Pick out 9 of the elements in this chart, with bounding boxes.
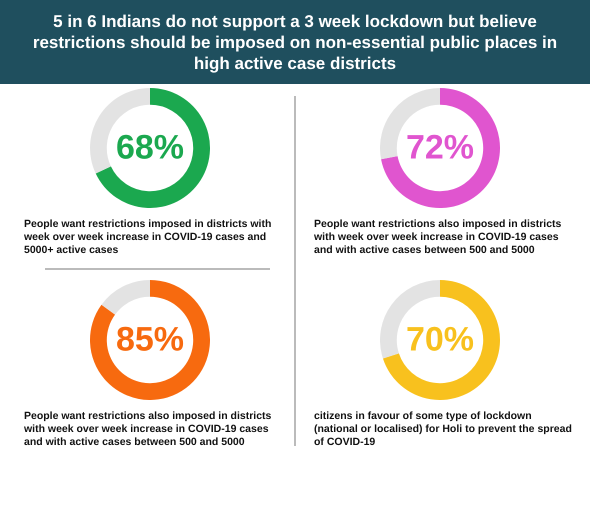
data-label: 85% — [116, 320, 184, 358]
text: 5 in 6 Indians do not support a 3 week lockdown but believe restrictions should be imposed on non-essential public places in high active case districts — [0, 0, 590, 84]
text: People want restrictions imposed in districts with week over week increase in COVID-19 cases and 5000+ active cases — [24, 218, 272, 257]
data-label: 68% — [116, 128, 184, 166]
data-label: 70% — [406, 320, 474, 358]
text: People want restrictions also imposed in districts with week over week increase in COVID-19 cases and with active cases between 500 and 5000 — [24, 410, 272, 449]
text: People want restrictions also imposed in districts with week over week increase in COVID-19 cases and with active cases between 500 and 5000 — [314, 218, 562, 257]
text: citizens in favour of some type of lockdown (national or localised) for Holi to prevent the spread of COVID-19 — [314, 410, 573, 449]
data-label: 72% — [406, 128, 474, 166]
